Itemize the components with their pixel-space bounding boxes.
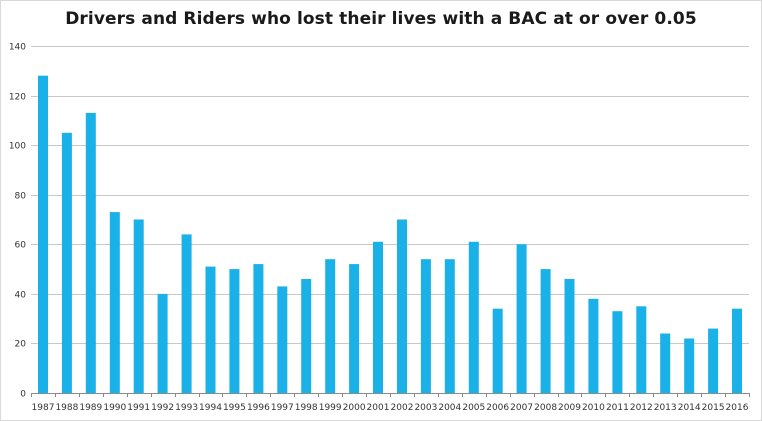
- x-tick-label: 2004: [438, 403, 461, 413]
- y-tick-label: 40: [15, 291, 27, 301]
- y-tick-label: 140: [9, 43, 26, 53]
- bar: [588, 298, 599, 393]
- y-tick-label: 20: [15, 340, 27, 350]
- bar: [109, 212, 120, 393]
- y-tick-label: 0: [20, 390, 26, 400]
- x-tick-label: 1991: [127, 403, 150, 413]
- x-tick-label: 2003: [414, 403, 437, 413]
- bar: [540, 269, 551, 393]
- x-tick-label: 1987: [32, 403, 55, 413]
- bar: [397, 219, 407, 393]
- x-tick-label: 1993: [175, 403, 198, 413]
- x-tick-label: 1996: [247, 403, 270, 413]
- x-tick-label: 2008: [534, 403, 557, 413]
- bar: [420, 259, 431, 393]
- bar: [325, 259, 336, 393]
- x-tick-label: 2002: [391, 403, 414, 413]
- x-tick-label: 1990: [103, 403, 126, 413]
- bar: [181, 234, 192, 393]
- bar: [205, 266, 216, 393]
- bar: [253, 264, 264, 393]
- bar: [373, 241, 383, 393]
- x-tick-label: 2014: [678, 403, 701, 413]
- bar: [349, 264, 360, 393]
- x-tick-label: 2015: [702, 403, 725, 413]
- x-tick-label: 1998: [295, 403, 318, 413]
- bar: [516, 244, 527, 393]
- y-tick-label: 100: [9, 142, 26, 152]
- gridlines: [31, 46, 749, 344]
- axes: [31, 393, 750, 397]
- bar: [133, 219, 144, 393]
- x-tick-label: 2016: [726, 403, 749, 413]
- bar: [85, 112, 96, 394]
- bar: [636, 306, 647, 394]
- bar: [38, 75, 48, 393]
- bar: [732, 308, 742, 393]
- bar: [708, 328, 719, 393]
- bar: [468, 241, 479, 393]
- x-tick-label: 2013: [654, 403, 677, 413]
- bar: [564, 279, 575, 393]
- bar: [684, 338, 695, 393]
- bar: [660, 333, 671, 393]
- x-axis-ticks: 1987 1988 1989 1990 1991 1992 1993 1994 1995 1996…: [32, 403, 749, 413]
- bar: [229, 269, 240, 393]
- bar: [157, 293, 168, 393]
- x-tick-label: 2000: [343, 403, 366, 413]
- x-tick-label: 1997: [271, 403, 294, 413]
- y-tick-label: 120: [9, 93, 26, 103]
- y-axis-ticks: 0 20 40 60 80 100 120 140: [9, 43, 26, 400]
- bars: [38, 75, 742, 394]
- x-tick-label: 1999: [319, 403, 342, 413]
- x-tick-label: 1994: [199, 403, 222, 413]
- bar: [492, 308, 503, 393]
- y-tick-label: 60: [15, 241, 27, 251]
- x-tick-label: 2005: [462, 403, 485, 413]
- x-tick-label: 1992: [151, 403, 174, 413]
- x-tick-label: 2007: [510, 403, 533, 413]
- x-tick-label: 2006: [486, 403, 509, 413]
- x-tick-label: 2001: [367, 403, 390, 413]
- bar: [444, 259, 455, 393]
- x-tick-label: 2009: [558, 403, 581, 413]
- bar: [612, 311, 623, 393]
- bar: [277, 286, 288, 393]
- bar: [61, 132, 72, 394]
- x-tick-label: 1988: [55, 403, 78, 413]
- x-tick-label: 2010: [582, 403, 605, 413]
- x-tick-label: 2011: [606, 403, 629, 413]
- x-tick-label: 2012: [630, 403, 653, 413]
- x-tick-label: 1995: [223, 403, 246, 413]
- bar: [301, 279, 312, 393]
- y-tick-label: 80: [15, 192, 27, 202]
- chart-title: Drivers and Riders who lost their lives …: [65, 9, 697, 29]
- x-tick-label: 1989: [79, 403, 102, 413]
